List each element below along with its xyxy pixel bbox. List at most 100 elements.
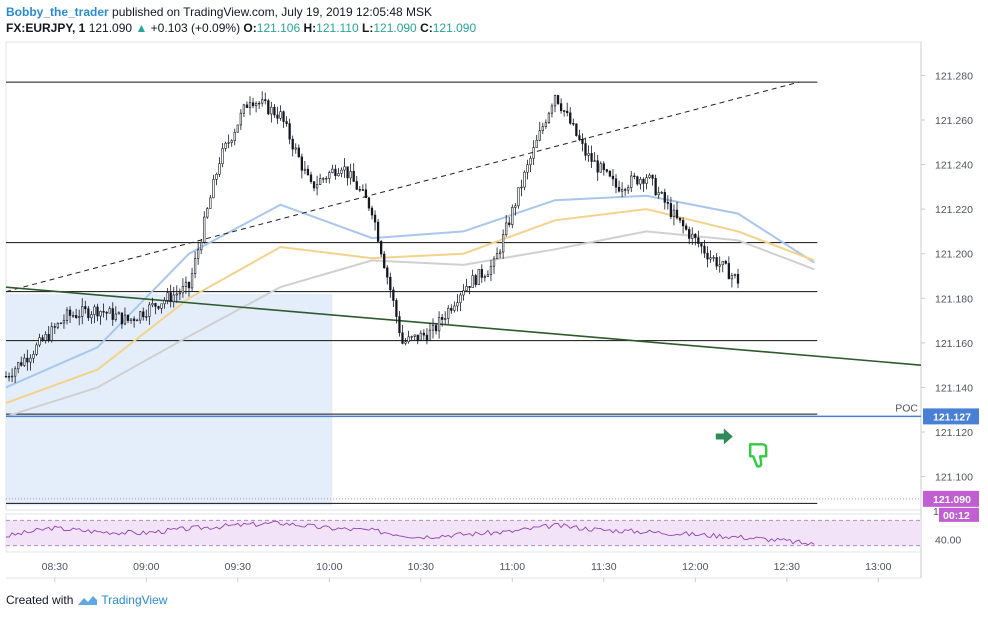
y-tick-label: 121.160 [935, 338, 973, 350]
candle-body [681, 219, 685, 227]
candle-body [10, 375, 14, 378]
candle-body [99, 311, 102, 317]
candle-body [367, 197, 371, 209]
candle-body [697, 237, 700, 244]
candle-body [111, 308, 114, 320]
y-tick-label: 121.100 [935, 472, 973, 484]
candle-body [172, 294, 175, 302]
candle-body [511, 207, 514, 225]
candle-body [428, 329, 432, 341]
candle-body [477, 269, 480, 285]
candle-body [593, 160, 596, 162]
candle-body [486, 274, 490, 277]
candle-body [489, 265, 493, 276]
rsi-level-label: 40.00 [935, 534, 961, 546]
candle-body [90, 314, 93, 319]
candle-body [151, 303, 154, 306]
candle-body [495, 253, 499, 260]
candle-body [306, 168, 310, 176]
candle-body [422, 332, 425, 336]
candle-body [126, 314, 130, 321]
candle-body [123, 314, 127, 325]
candle-body [187, 281, 191, 289]
candle-body [376, 221, 380, 242]
candle-body [14, 368, 17, 377]
price-tag [923, 408, 979, 425]
candle-body [465, 285, 468, 291]
candle-body [264, 99, 267, 101]
candle-body [727, 263, 730, 280]
open-value: 121.106 [256, 21, 301, 35]
candle-body [416, 334, 419, 341]
candle-body [200, 242, 203, 251]
candle-body [309, 174, 313, 182]
candle-body [4, 375, 8, 378]
candle-body [248, 102, 252, 108]
candle-body [627, 187, 630, 191]
candle-body [227, 142, 230, 144]
candle-body [160, 303, 163, 309]
candle-body [245, 104, 249, 108]
candle-body [84, 306, 87, 310]
tradingview-brand-link[interactable]: TradingView [101, 593, 168, 607]
candle-body [129, 318, 133, 321]
candle-body [35, 344, 38, 355]
last-price: 121.090 [88, 21, 133, 35]
candle-body [694, 233, 697, 239]
price-tag [923, 490, 979, 507]
candle-body [532, 147, 535, 159]
candle-body [59, 322, 63, 325]
candle-body [102, 311, 105, 313]
candle-body [456, 302, 459, 307]
candle-body [224, 142, 227, 149]
rsi-line [5, 520, 815, 546]
candle-body [575, 123, 578, 136]
candle-body [120, 312, 124, 325]
candle-body [114, 313, 117, 320]
candle-body [526, 164, 529, 173]
candle-body [23, 357, 26, 366]
candle-body [331, 168, 334, 173]
candle-body [559, 103, 563, 112]
candle-body [611, 175, 615, 180]
y-tick-label: 121.200 [935, 249, 973, 261]
candle-body [556, 95, 560, 104]
rsi-extra-label: 1 [933, 506, 939, 518]
candle-body [678, 217, 682, 221]
candle-body [520, 186, 523, 189]
countdown-label: 00:12 [943, 510, 970, 522]
candle-body [197, 249, 200, 259]
candle-body [736, 274, 740, 284]
candle-body [633, 175, 636, 178]
candle-body [666, 202, 669, 204]
y-tick-label: 121.260 [935, 115, 973, 127]
thumbs-down-icon [749, 443, 768, 468]
candle-body [163, 300, 166, 305]
candle-body [221, 148, 224, 164]
candle-body [547, 112, 551, 123]
countdown-tag [939, 507, 979, 522]
candle-body [343, 166, 346, 171]
candle-body [297, 147, 300, 158]
candle-body [81, 306, 84, 317]
close-value: 121.090 [432, 21, 477, 35]
x-tick-label: 09:00 [133, 561, 159, 573]
candle-body [395, 300, 398, 317]
candle-body [56, 323, 59, 328]
candle-body [590, 153, 593, 162]
candle-body [685, 225, 688, 230]
candle-body [642, 179, 645, 184]
candle-body [251, 102, 255, 107]
x-tick-label: 13:00 [865, 561, 891, 573]
candle-body [498, 251, 502, 255]
candle-body [254, 103, 258, 107]
candle-body [462, 290, 465, 296]
symbol-label[interactable]: FX:EURJPY, 1 [6, 21, 86, 35]
author-link[interactable]: Bobby_the_trader [6, 5, 109, 19]
candle-body [364, 189, 368, 199]
candle-body [712, 257, 715, 259]
up-arrow-icon: ▲ [135, 21, 148, 35]
moving-average-line [5, 194, 815, 389]
candle-body [721, 261, 724, 266]
